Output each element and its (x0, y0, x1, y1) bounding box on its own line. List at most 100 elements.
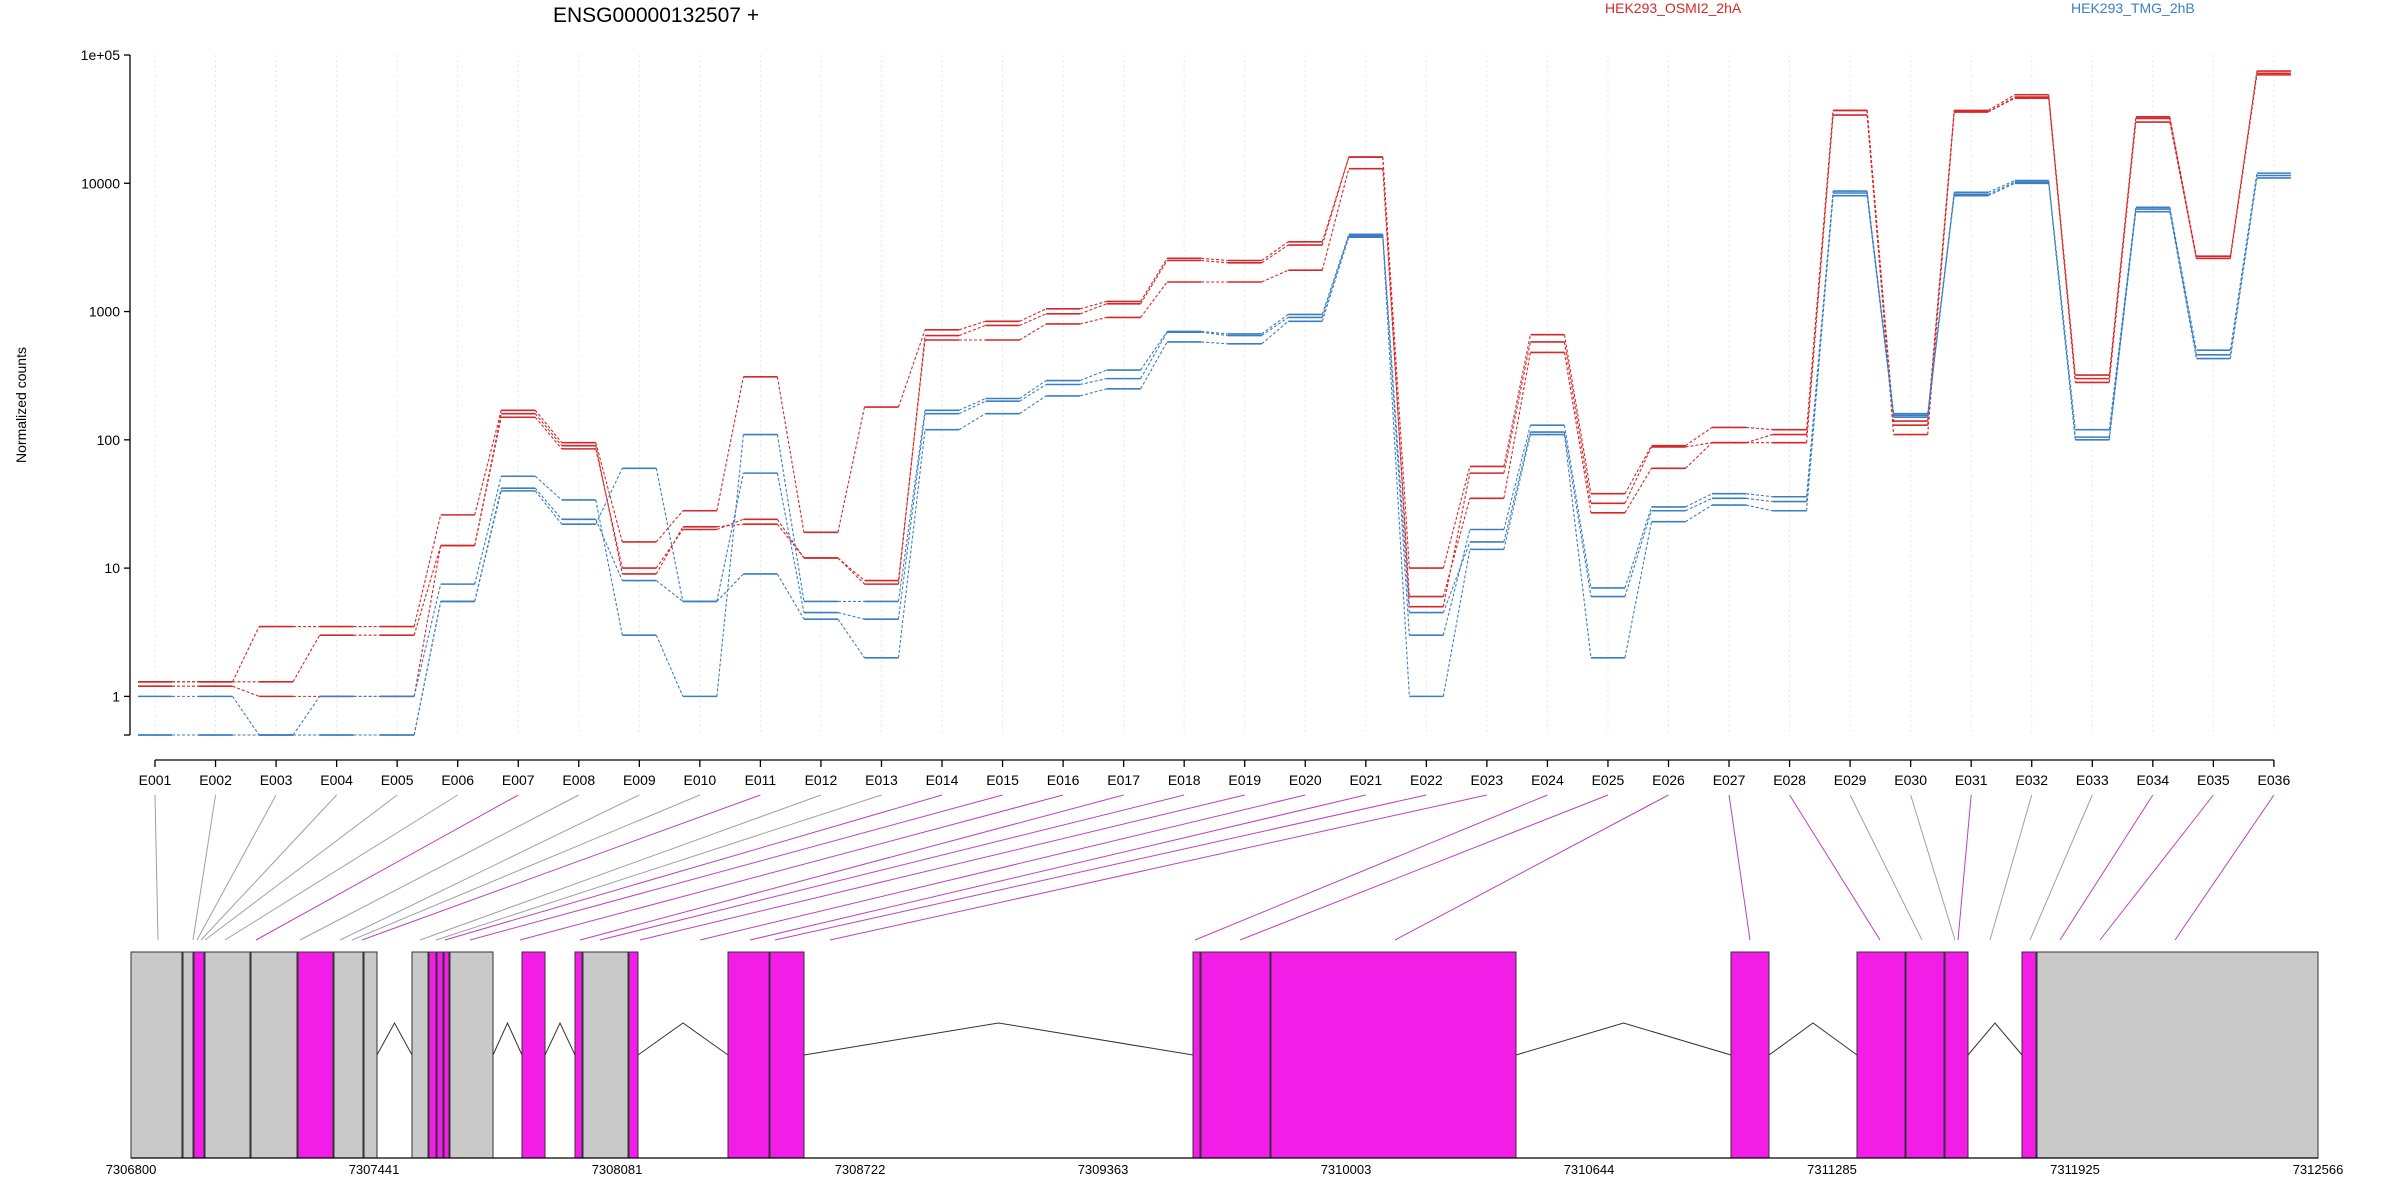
series-0-link-14 (1019, 323, 1047, 341)
series-3-link-25 (1685, 504, 1713, 523)
exon-label-e033: E033 (2076, 772, 2109, 788)
connector-e023 (829, 794, 1487, 941)
series-4-link-32 (2108, 207, 2137, 430)
series-1-link-22 (1503, 334, 1531, 467)
exon-label-e030: E030 (1894, 772, 1927, 788)
connector-e020 (699, 794, 1306, 941)
series-0-link-21 (1442, 498, 1471, 597)
exon-block-10 (436, 951, 444, 1159)
connector-e035 (2099, 794, 2214, 941)
series-0-link-18 (1261, 269, 1289, 283)
intron-6 (1768, 1022, 1858, 1056)
exon-block-12 (449, 951, 494, 1159)
series-4-link-16 (1140, 331, 1168, 371)
coord-tick-label-0: 7306800 (106, 1162, 157, 1177)
series-4-link-14 (1019, 380, 1047, 399)
exon-block-20 (1200, 951, 1271, 1159)
exon-block-11 (443, 951, 450, 1159)
exon-block-27 (2036, 951, 2319, 1159)
y-tick-label-1: 10 (104, 560, 120, 576)
connector-e007 (255, 794, 519, 941)
series-3-link-17 (1201, 341, 1228, 345)
series-5-link-11 (837, 612, 865, 620)
series-1-link-9 (716, 376, 744, 511)
connector-e008 (299, 794, 580, 941)
series-1-link-16 (1140, 258, 1168, 302)
y-tick-label-2: 100 (97, 432, 121, 448)
exon-block-23 (1856, 951, 1906, 1159)
exon-label-e004: E004 (320, 772, 353, 788)
exon-label-e016: E016 (1047, 772, 1080, 788)
series-3-link-11 (837, 618, 865, 659)
exon-label-e020: E020 (1289, 772, 1322, 788)
intron-3 (637, 1022, 729, 1056)
exon-label-e026: E026 (1652, 772, 1685, 788)
series-2-link-21 (1442, 473, 1471, 607)
exon-label-e010: E010 (684, 772, 717, 788)
exon-label-e036: E036 (2258, 772, 2291, 788)
series-1-link-26 (1745, 426, 1773, 431)
series-3-link-27 (1806, 195, 1834, 511)
series-4-link-33 (2169, 207, 2197, 351)
series-4-link-2 (292, 696, 321, 736)
series-4-link-15 (1079, 369, 1107, 382)
series-2-link-7 (595, 445, 623, 575)
connector-e017 (579, 794, 1124, 941)
series-1-link-1 (232, 626, 260, 683)
exon-block-14 (574, 951, 583, 1159)
coord-tick-label-7: 7311285 (1807, 1162, 1857, 1177)
series-4-link-30 (1987, 180, 2015, 193)
connector-e003 (196, 794, 277, 941)
exon-label-e014: E014 (926, 772, 959, 788)
genomic-coordinate-axis: 7306800 7307441 7308081 7308722 7309363 73100… (106, 1157, 2343, 1177)
series-0-link-23 (1563, 352, 1592, 513)
coord-tick-label-4: 7309363 (1078, 1162, 1129, 1177)
connector-e010 (351, 794, 701, 941)
y-tick-label-0: 1 (112, 688, 120, 704)
series-0-link-16 (1140, 281, 1168, 318)
series-3-link-6 (534, 490, 563, 525)
exon-label-e034: E034 (2136, 772, 2169, 788)
series-2-link-15 (1079, 303, 1107, 315)
series-5-link-16 (1140, 331, 1168, 379)
series-0-link-25 (1685, 442, 1713, 469)
series-5-link-30 (1987, 181, 2015, 195)
series-4-link-19 (1321, 234, 1350, 315)
exon-block-19 (1192, 951, 1201, 1159)
exon-block-15 (582, 951, 629, 1159)
series-5-link-29 (1927, 194, 1955, 416)
series-4-link-4 (413, 584, 442, 697)
exon-label-e029: E029 (1834, 772, 1867, 788)
series-4-link-13 (958, 397, 986, 411)
series-3-link-32 (2108, 211, 2137, 440)
series-5-link-7 (595, 519, 623, 581)
series-2-link-8 (655, 526, 684, 575)
series-3-link-15 (1079, 388, 1107, 397)
exon-block-16 (628, 951, 639, 1159)
series-0-link-12 (897, 339, 926, 581)
series-5-link-10 (776, 473, 805, 613)
series-3-link-9 (716, 573, 744, 602)
connector-e016 (519, 794, 1064, 941)
exon-block-9 (428, 951, 437, 1159)
exon-block-24 (1905, 951, 1945, 1159)
series-4-link-1 (232, 696, 260, 736)
series-4-link-22 (1503, 425, 1531, 530)
series-4 (138, 172, 2291, 736)
series-1-link-12 (897, 329, 926, 408)
vertical-gridlines (154, 55, 2275, 735)
series-2-link-31 (2048, 98, 2076, 379)
connector-e034 (2059, 794, 2154, 941)
intron-4 (803, 1022, 1194, 1056)
exon-label-e011: E011 (745, 772, 777, 788)
coord-tick-label-1: 7307441 (349, 1162, 400, 1177)
series-4-link-17 (1201, 330, 1228, 335)
series-1-link-33 (2169, 116, 2197, 257)
series-2-link-4 (413, 545, 442, 697)
series-5-link-32 (2108, 208, 2137, 438)
series-1-link-23 (1563, 334, 1592, 494)
connector-e014 (444, 794, 943, 941)
series-0-link-8 (655, 529, 684, 569)
series-1-link-11 (837, 406, 866, 533)
connector-e030 (1910, 794, 1956, 941)
